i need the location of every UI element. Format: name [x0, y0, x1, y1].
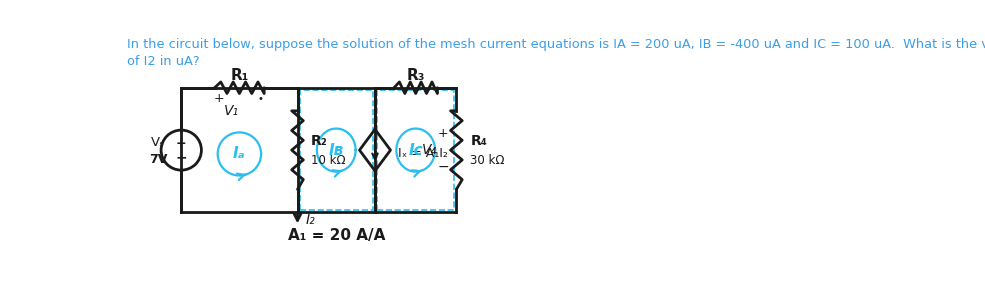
- Text: A₁ = 20 A/A: A₁ = 20 A/A: [288, 228, 385, 243]
- Text: −: −: [437, 160, 449, 174]
- Bar: [299, 90, 372, 210]
- Text: 7V: 7V: [149, 153, 167, 166]
- Text: R₄: R₄: [470, 134, 488, 148]
- Text: V₁: V₁: [224, 104, 239, 118]
- Bar: [377, 90, 454, 210]
- Text: 30 kΩ: 30 kΩ: [470, 154, 505, 167]
- Text: +: +: [213, 92, 224, 105]
- Text: Iₐ: Iₐ: [233, 146, 245, 162]
- Text: Iʙ: Iʙ: [329, 143, 344, 158]
- Text: •: •: [257, 94, 263, 103]
- Text: +: +: [176, 137, 186, 150]
- Text: 10 kΩ: 10 kΩ: [310, 154, 346, 167]
- Text: Vₛ: Vₛ: [151, 136, 165, 149]
- Text: R₁: R₁: [230, 68, 248, 83]
- Text: Iₓ = A₁I₂: Iₓ = A₁I₂: [398, 147, 448, 160]
- Text: R₃: R₃: [407, 68, 425, 83]
- Text: I₂: I₂: [305, 213, 315, 227]
- Text: V₄: V₄: [422, 143, 436, 157]
- Text: of I2 in uA?: of I2 in uA?: [127, 55, 200, 68]
- Text: −: −: [175, 150, 187, 164]
- Text: In the circuit below, suppose the solution of the mesh current equations is IA =: In the circuit below, suppose the soluti…: [127, 38, 985, 51]
- Text: Iᴄ: Iᴄ: [409, 143, 423, 158]
- Text: +: +: [438, 127, 448, 140]
- Text: R₂: R₂: [310, 134, 327, 148]
